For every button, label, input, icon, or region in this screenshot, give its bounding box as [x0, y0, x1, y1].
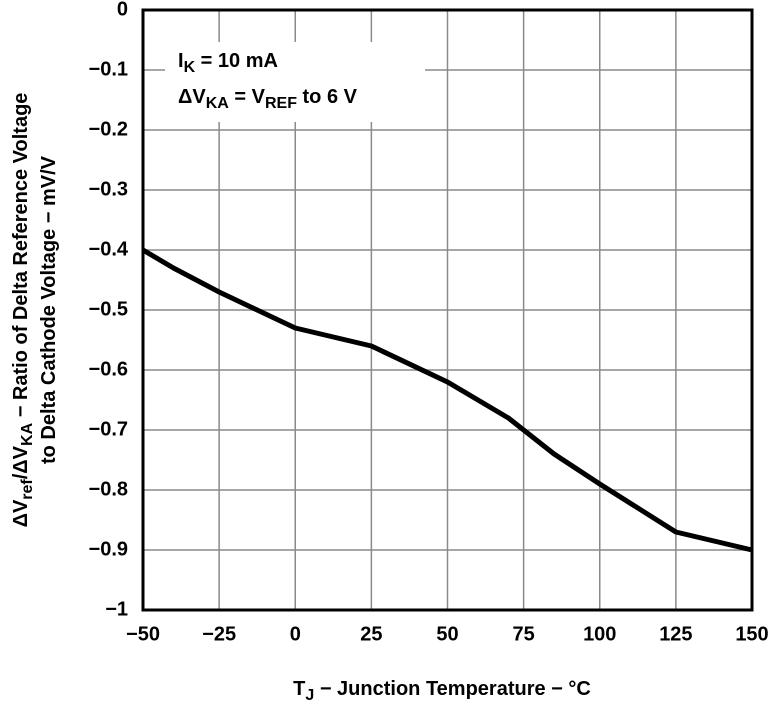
x-tick-label: 75: [513, 623, 535, 645]
subscript: K: [184, 59, 196, 76]
text-part: I: [178, 50, 184, 72]
text-part: ΔV: [10, 499, 32, 527]
text-part: = V: [229, 86, 266, 108]
annotation: ΔVKA = VREF to 6 V: [178, 86, 358, 112]
x-tick-label: 100: [583, 623, 616, 645]
data-line: [141, 247, 753, 553]
x-axis-title: TJ − Junction Temperature − °C: [293, 678, 591, 704]
y-tick-label: −0.7: [89, 418, 128, 440]
subscript: ref: [19, 479, 36, 500]
x-tick-label: 50: [436, 623, 458, 645]
x-tick-label: 25: [360, 623, 382, 645]
y-tick-label: −0.6: [89, 358, 128, 380]
text-part: to 6 V: [297, 86, 358, 108]
annotation: IK = 10 mA: [178, 50, 278, 76]
subscript: J: [305, 687, 314, 704]
annotation-background: [165, 42, 425, 122]
y-tick-label: −0.4: [89, 238, 129, 260]
subscript: REF: [265, 95, 297, 112]
x-tick-label: 0: [290, 623, 301, 645]
y-tick-label: −0.8: [89, 478, 128, 500]
x-tick-label: −25: [202, 623, 236, 645]
text-part: − Ratio of Delta Reference Voltage: [10, 93, 32, 423]
x-tick-label: 125: [659, 623, 692, 645]
text-part: ΔV: [178, 86, 206, 108]
subscript: KA: [19, 422, 36, 446]
subscript: KA: [206, 95, 230, 112]
y-tick-label: −0.2: [89, 118, 128, 140]
text-part: = 10 mA: [195, 50, 278, 72]
y-tick-label: −0.1: [89, 58, 128, 80]
text-part: T: [293, 678, 305, 700]
y-tick-label: 0: [117, 0, 128, 20]
text-part: − Junction Temperature − °C: [314, 678, 591, 700]
x-tick-label: −50: [126, 623, 160, 645]
x-tick-label: 150: [735, 623, 768, 645]
y-axis-title: ΔVref/ΔVKA − Ratio of Delta Reference Vo…: [10, 93, 36, 528]
y-tick-label: −0.9: [89, 538, 128, 560]
y-axis-title: to Delta Cathode Voltage − mV/V: [38, 155, 60, 464]
y-tick-label: −0.3: [89, 178, 128, 200]
text-part: /ΔV: [10, 445, 32, 479]
plot-frame: [141, 8, 754, 612]
text-part: to Delta Cathode Voltage − mV/V: [38, 155, 60, 464]
y-tick-label: −0.5: [89, 298, 128, 320]
y-tick-label: −1: [105, 598, 128, 620]
